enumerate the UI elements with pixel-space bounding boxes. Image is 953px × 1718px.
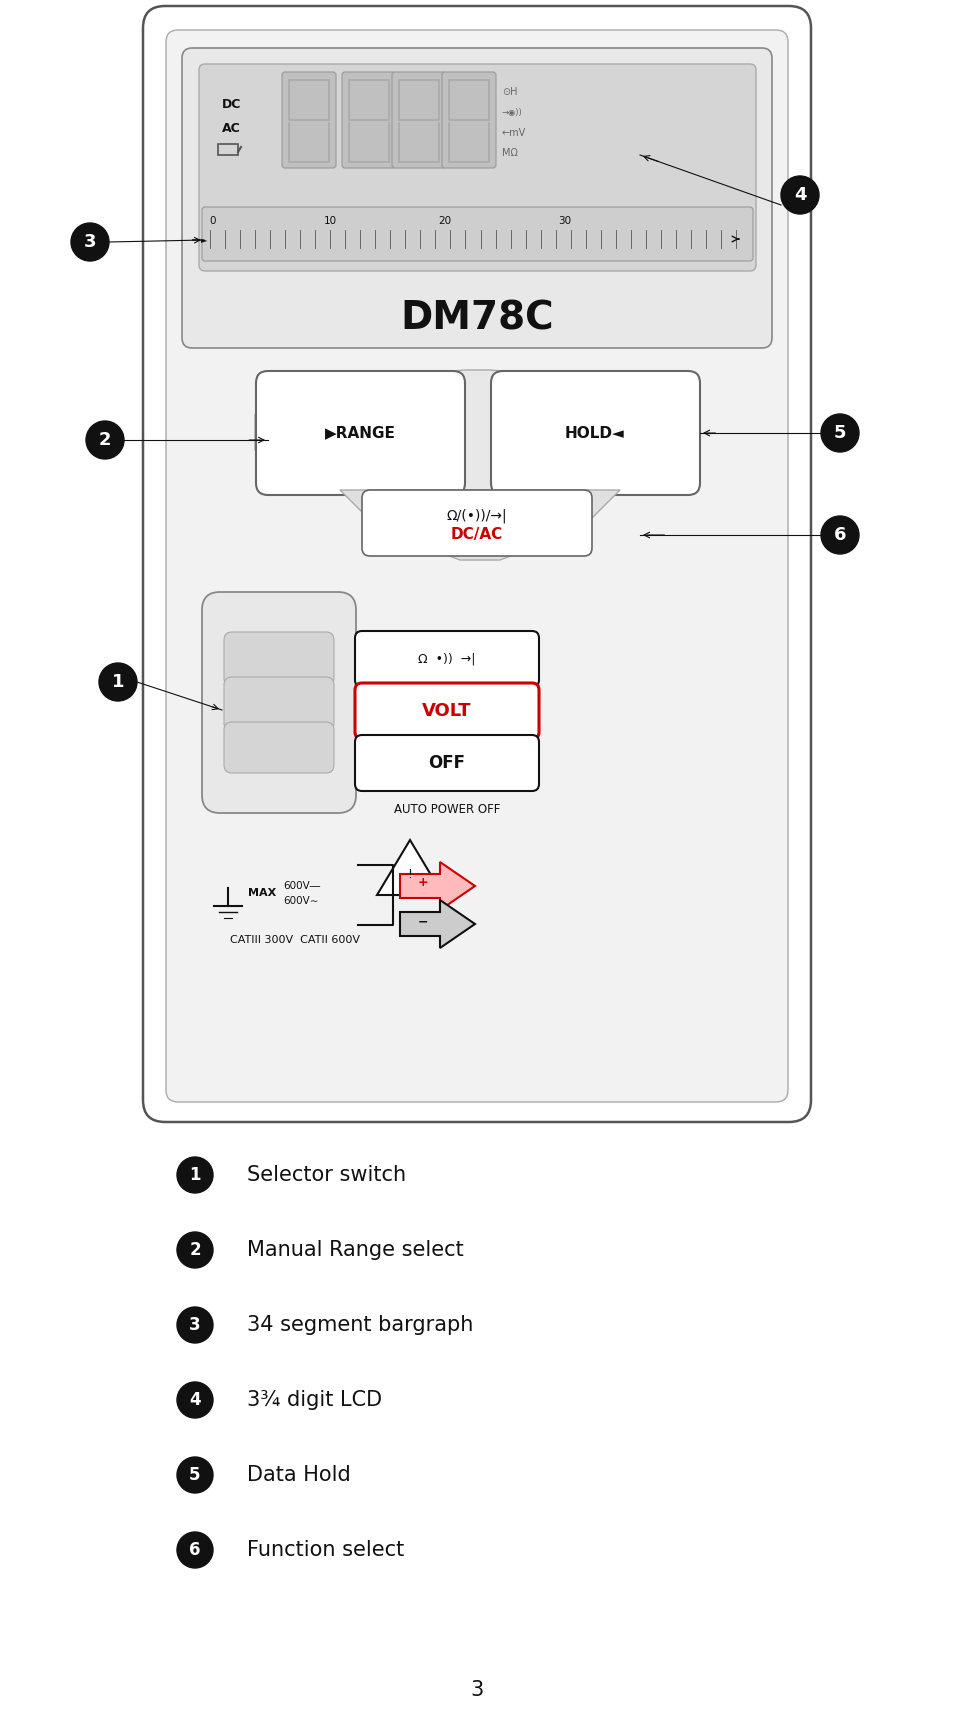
FancyBboxPatch shape	[224, 632, 334, 685]
Text: 6: 6	[189, 1541, 200, 1558]
FancyBboxPatch shape	[491, 371, 700, 495]
Polygon shape	[399, 900, 475, 948]
Text: HOLD◄: HOLD◄	[564, 426, 624, 440]
Polygon shape	[339, 490, 619, 560]
Text: VOLT: VOLT	[422, 703, 471, 720]
Text: 20: 20	[438, 216, 451, 227]
Text: 2: 2	[99, 431, 112, 448]
Text: 4: 4	[793, 186, 805, 204]
Circle shape	[177, 1307, 213, 1343]
Text: ►: ►	[200, 235, 207, 244]
Text: Selector switch: Selector switch	[247, 1165, 406, 1185]
Text: 1: 1	[189, 1167, 200, 1184]
FancyBboxPatch shape	[202, 593, 355, 813]
Circle shape	[821, 414, 858, 452]
Circle shape	[177, 1457, 213, 1493]
Text: Manual Range select: Manual Range select	[247, 1240, 463, 1259]
Text: ←mV: ←mV	[501, 129, 526, 137]
Circle shape	[177, 1232, 213, 1268]
Text: Function select: Function select	[247, 1539, 404, 1560]
Text: ⊙H: ⊙H	[501, 88, 517, 96]
FancyBboxPatch shape	[441, 72, 496, 168]
Text: OFF: OFF	[428, 754, 465, 771]
Text: DC/AC: DC/AC	[451, 527, 502, 543]
FancyBboxPatch shape	[143, 5, 810, 1122]
Text: DM78C: DM78C	[399, 299, 554, 337]
Text: →◉)): →◉))	[501, 108, 522, 117]
Circle shape	[781, 175, 818, 215]
Polygon shape	[399, 862, 475, 911]
FancyBboxPatch shape	[355, 684, 538, 739]
Text: 3: 3	[189, 1316, 200, 1333]
FancyBboxPatch shape	[202, 206, 752, 261]
FancyBboxPatch shape	[255, 371, 464, 495]
Text: 5: 5	[189, 1465, 200, 1484]
FancyBboxPatch shape	[392, 72, 446, 168]
Circle shape	[177, 1381, 213, 1417]
Text: 3: 3	[84, 234, 96, 251]
Text: 0: 0	[210, 216, 216, 227]
Text: ―: ―	[192, 235, 200, 244]
Text: 3: 3	[470, 1680, 483, 1701]
FancyBboxPatch shape	[224, 677, 334, 730]
Text: 600V―: 600V―	[283, 881, 320, 892]
Text: 10: 10	[323, 216, 336, 227]
Polygon shape	[376, 840, 442, 895]
Text: 2: 2	[189, 1240, 200, 1259]
Text: −: −	[417, 916, 428, 928]
Circle shape	[177, 1532, 213, 1569]
Text: 1: 1	[112, 673, 124, 691]
FancyBboxPatch shape	[355, 735, 538, 790]
FancyBboxPatch shape	[282, 72, 335, 168]
FancyBboxPatch shape	[166, 29, 787, 1101]
FancyBboxPatch shape	[224, 722, 334, 773]
Text: 3¾ digit LCD: 3¾ digit LCD	[247, 1390, 382, 1410]
Text: 34 segment bargraph: 34 segment bargraph	[247, 1314, 473, 1335]
FancyBboxPatch shape	[182, 48, 771, 349]
Text: DC: DC	[222, 98, 241, 112]
Text: Ω  •))  →|: Ω •)) →|	[417, 653, 476, 665]
Text: 6: 6	[833, 526, 845, 545]
Text: !: !	[407, 869, 412, 881]
Text: ▶RANGE: ▶RANGE	[324, 426, 395, 440]
Circle shape	[99, 663, 137, 701]
Circle shape	[821, 515, 858, 553]
Circle shape	[177, 1156, 213, 1192]
FancyBboxPatch shape	[355, 631, 538, 687]
Text: MAX: MAX	[248, 888, 276, 899]
Text: 600V∼: 600V∼	[283, 897, 318, 905]
FancyBboxPatch shape	[199, 64, 755, 271]
Circle shape	[71, 223, 109, 261]
Circle shape	[86, 421, 124, 459]
Text: Data Hold: Data Hold	[247, 1465, 351, 1484]
Text: CATIII 300V  CATII 600V: CATIII 300V CATII 600V	[230, 935, 359, 945]
Polygon shape	[254, 369, 700, 529]
Text: 5: 5	[833, 424, 845, 442]
FancyBboxPatch shape	[341, 72, 395, 168]
Text: Ω/(•))/→|: Ω/(•))/→|	[446, 509, 507, 524]
Text: 30: 30	[558, 216, 571, 227]
Text: +: +	[417, 876, 428, 890]
FancyBboxPatch shape	[361, 490, 592, 557]
Text: MΩ: MΩ	[501, 148, 517, 158]
Text: AUTO POWER OFF: AUTO POWER OFF	[394, 804, 499, 816]
Text: AC: AC	[222, 122, 240, 134]
Text: 4: 4	[189, 1392, 200, 1409]
